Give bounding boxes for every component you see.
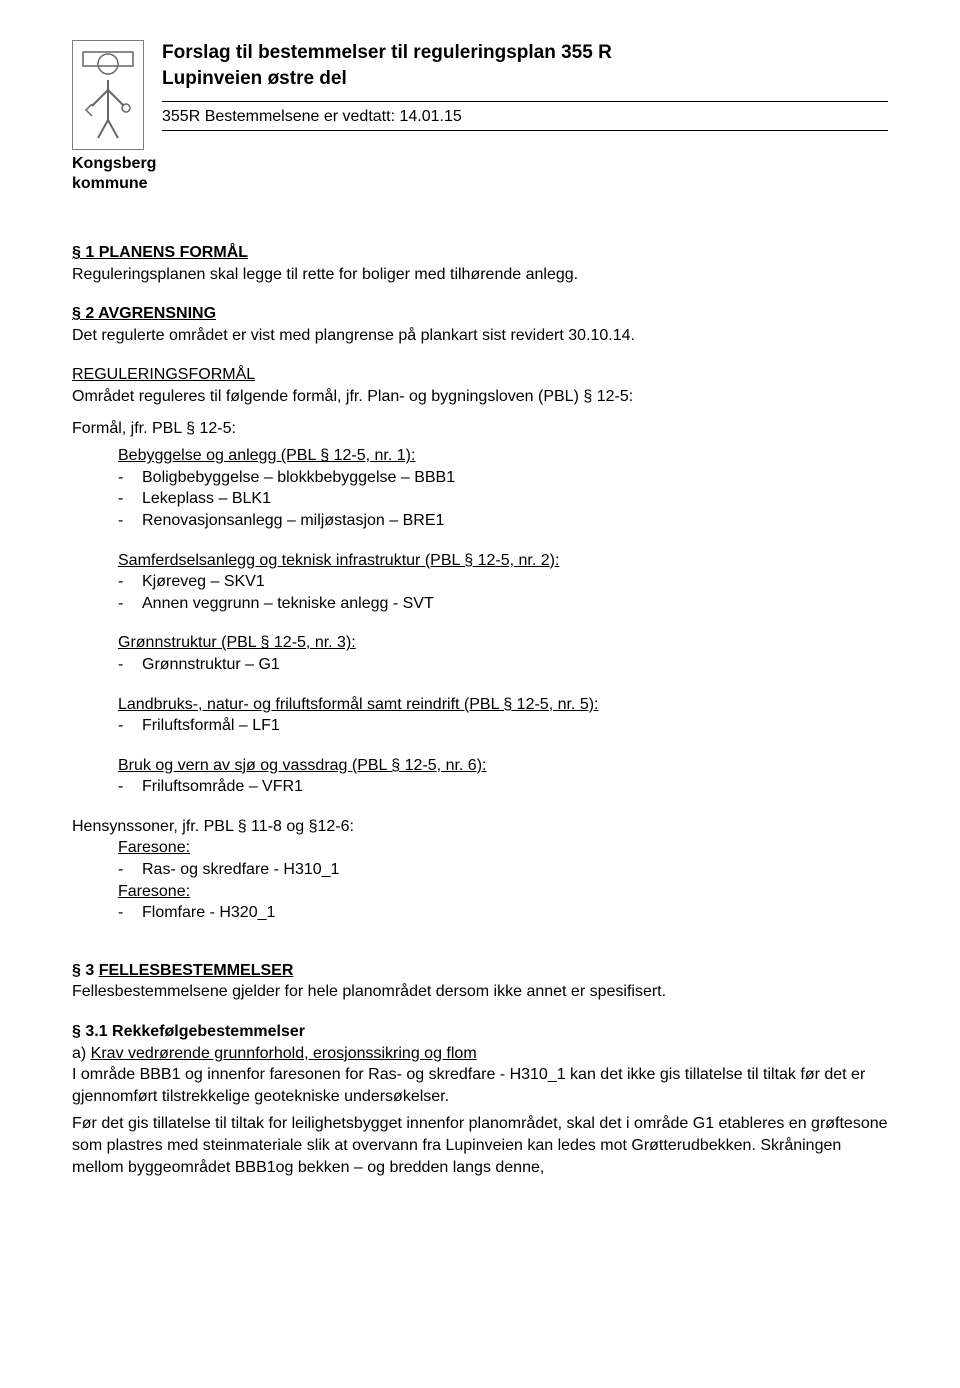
section-1-body: Reguleringsplanen skal legge til rette f… — [72, 264, 888, 286]
section-3-body: Fellesbestemmelsene gjelder for hele pla… — [72, 981, 888, 1003]
regformal-line2: Formål, jfr. PBL § 12-5: — [72, 418, 888, 440]
list-item: -Renovasjonsanlegg – miljøstasjon – BRE1 — [72, 510, 888, 532]
section-3-heading-prefix: § 3 — [72, 962, 99, 979]
section-3-1-a-title-row: a) Krav vedrørende grunnforhold, erosjon… — [72, 1043, 888, 1065]
bullet-text: Lekeplass – BLK1 — [142, 488, 271, 510]
bullet-text: Flomfare - H320_1 — [142, 902, 275, 924]
municipality-logo — [72, 40, 144, 150]
bullet-text: Friluftsområde – VFR1 — [142, 776, 303, 798]
item-a-title: Krav vedrørende grunnforhold, erosjonssi… — [91, 1045, 477, 1062]
adopted-line: 355R Bestemmelsene er vedtatt: 14.01.15 — [162, 108, 888, 126]
section-1-heading-text: § 1 PLANENS FORMÅL — [72, 244, 248, 261]
section-3-heading-u: FELLESBESTEMMELSER — [99, 962, 294, 979]
list-item: -Lekeplass – BLK1 — [72, 488, 888, 510]
hensyn-heading: Hensynssoner, jfr. PBL § 11-8 og §12-6: — [72, 816, 888, 838]
title-divider-top — [162, 101, 888, 102]
section-2-heading-text: § 2 AVGRENSNING — [72, 305, 216, 322]
header: Forslag til bestemmelser til regulerings… — [72, 40, 888, 150]
category-0: Bebyggelse og anlegg (PBL § 12-5, nr. 1)… — [72, 445, 888, 531]
item-a-prefix: a) — [72, 1045, 91, 1062]
category-1: Samferdselsanlegg og teknisk infrastrukt… — [72, 550, 888, 615]
bullet-text: Annen veggrunn – tekniske anlegg - SVT — [142, 593, 434, 615]
section-3-1-a-body2: Før det gis tillatelse til tiltak for le… — [72, 1113, 888, 1178]
header-text: Forslag til bestemmelser til regulerings… — [162, 40, 888, 131]
section-3-1-a-body1: I område BBB1 og innenfor faresonen for … — [72, 1064, 888, 1107]
category-3-title: Landbruks-, natur- og friluftsformål sam… — [72, 694, 888, 716]
section-2: § 2 AVGRENSNING Det regulerte området er… — [72, 303, 888, 346]
category-2: Grønnstruktur (PBL § 12-5, nr. 3): -Grøn… — [72, 632, 888, 675]
bullet-text: Renovasjonsanlegg – miljøstasjon – BRE1 — [142, 510, 444, 532]
list-item: -Boligbebyggelse – blokkbebyggelse – BBB… — [72, 467, 888, 489]
list-item: -Flomfare - H320_1 — [72, 902, 888, 924]
org-line-2: kommune — [72, 175, 148, 192]
section-1: § 1 PLANENS FORMÅL Reguleringsplanen ska… — [72, 242, 888, 285]
title-line-2: Lupinveien østre del — [162, 68, 347, 89]
bullet-text: Kjøreveg – SKV1 — [142, 571, 265, 593]
bullet-text: Grønnstruktur – G1 — [142, 654, 280, 676]
bullet-text: Boligbebyggelse – blokkbebyggelse – BBB1 — [142, 467, 455, 489]
section-3: § 3 FELLESBESTEMMELSER Fellesbestemmelse… — [72, 960, 888, 1003]
regformal-heading: REGULERINGSFORMÅL — [72, 364, 888, 386]
regformal-heading-text: REGULERINGSFORMÅL — [72, 366, 255, 383]
section-3-heading: § 3 FELLESBESTEMMELSER — [72, 960, 888, 982]
list-item: -Annen veggrunn – tekniske anlegg - SVT — [72, 593, 888, 615]
category-2-title: Grønnstruktur (PBL § 12-5, nr. 3): — [72, 632, 888, 654]
list-item: -Ras- og skredfare - H310_1 — [72, 859, 888, 881]
doc-title: Forslag til bestemmelser til regulerings… — [162, 40, 888, 91]
section-1-heading: § 1 PLANENS FORMÅL — [72, 242, 888, 264]
category-3: Landbruks-, natur- og friluftsformål sam… — [72, 694, 888, 737]
category-4-title: Bruk og vern av sjø og vassdrag (PBL § 1… — [72, 755, 888, 777]
hensynssoner: Hensynssoner, jfr. PBL § 11-8 og §12-6: … — [72, 816, 888, 924]
bullet-text: Ras- og skredfare - H310_1 — [142, 859, 339, 881]
section-2-heading: § 2 AVGRENSNING — [72, 303, 888, 325]
coat-of-arms-icon — [78, 50, 138, 140]
title-line-1: Forslag til bestemmelser til regulerings… — [162, 42, 612, 63]
section-3-1-heading: § 3.1 Rekkefølgebestemmelser — [72, 1021, 888, 1043]
document-page: Forslag til bestemmelser til regulerings… — [0, 0, 960, 1224]
bullet-text: Friluftsformål – LF1 — [142, 715, 280, 737]
faresone-label-1: Faresone: — [72, 837, 888, 859]
list-item: -Friluftsområde – VFR1 — [72, 776, 888, 798]
section-3-1: § 3.1 Rekkefølgebestemmelser a) Krav ved… — [72, 1021, 888, 1178]
org-line-1: Kongsberg — [72, 155, 156, 172]
title-divider-bottom — [162, 130, 888, 131]
category-1-title: Samferdselsanlegg og teknisk infrastrukt… — [72, 550, 888, 572]
list-item: -Kjøreveg – SKV1 — [72, 571, 888, 593]
section-regformal: REGULERINGSFORMÅL Området reguleres til … — [72, 364, 888, 923]
list-item: -Friluftsformål – LF1 — [72, 715, 888, 737]
category-0-title: Bebyggelse og anlegg (PBL § 12-5, nr. 1)… — [72, 445, 888, 467]
category-4: Bruk og vern av sjø og vassdrag (PBL § 1… — [72, 755, 888, 798]
regformal-line1: Området reguleres til følgende formål, j… — [72, 386, 888, 408]
list-item: -Grønnstruktur – G1 — [72, 654, 888, 676]
org-name: Kongsberg kommune — [72, 154, 888, 194]
faresone-label-2: Faresone: — [72, 881, 888, 903]
section-2-body: Det regulerte området er vist med plangr… — [72, 325, 888, 347]
